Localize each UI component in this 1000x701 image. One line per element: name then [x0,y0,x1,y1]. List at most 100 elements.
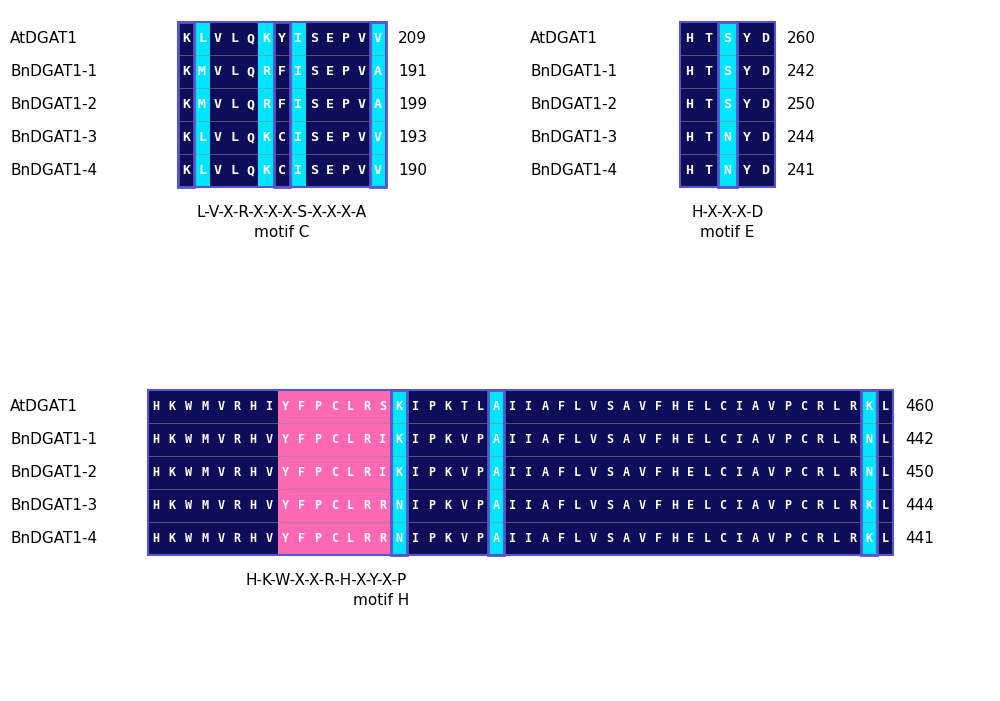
Bar [666,423,683,456]
Bar [375,522,391,555]
Text: R: R [262,98,270,111]
Text: L: L [347,400,354,413]
Text: F: F [278,98,286,111]
Text: V: V [590,433,597,446]
Bar [261,489,278,522]
Text: F: F [558,499,565,512]
Bar [194,154,210,187]
Text: H: H [686,164,694,177]
Bar [634,489,650,522]
Bar [845,489,861,522]
Text: C: C [720,532,727,545]
Text: Y: Y [742,164,750,177]
Text: BnDGAT1-4: BnDGAT1-4 [10,531,97,546]
Text: W: W [185,400,192,413]
Text: L: L [230,164,238,177]
Bar [764,489,780,522]
Bar [342,390,359,423]
Bar [569,456,585,489]
Text: C: C [720,400,727,413]
Bar [197,522,213,555]
Text: P: P [428,499,435,512]
Text: I: I [412,499,419,512]
Text: N: N [865,433,872,446]
Bar [812,522,828,555]
Bar [148,390,893,555]
Bar [294,423,310,456]
Bar [877,489,893,522]
Bar [245,390,261,423]
Text: R: R [234,499,241,512]
Text: P: P [342,164,350,177]
Bar [278,456,294,489]
Text: I: I [294,98,302,111]
Text: R: R [849,499,856,512]
Bar [504,456,521,489]
Bar [342,522,359,555]
Bar [456,522,472,555]
Text: I: I [379,433,386,446]
Text: BnDGAT1-4: BnDGAT1-4 [530,163,617,178]
Text: I: I [525,400,532,413]
Bar [585,489,602,522]
Bar [737,88,756,121]
Bar [178,88,194,121]
Text: F: F [298,400,305,413]
Bar [242,88,258,121]
Text: S: S [310,65,318,78]
Text: V: V [639,400,646,413]
Bar [164,390,180,423]
Text: V: V [217,400,224,413]
Text: C: C [801,499,808,512]
Bar [242,154,258,187]
Text: 441: 441 [905,531,934,546]
Bar [699,489,715,522]
Bar [472,390,488,423]
Bar [861,390,877,423]
Text: K: K [396,433,403,446]
Text: V: V [214,164,222,177]
Text: L: L [882,466,889,479]
Bar [756,88,775,121]
Bar [354,88,370,121]
Text: V: V [358,32,366,45]
Text: A: A [541,499,548,512]
Bar [278,390,294,423]
Text: I: I [294,65,302,78]
Bar [521,456,537,489]
Text: C: C [720,466,727,479]
Text: K: K [169,400,176,413]
Text: L: L [882,400,889,413]
Text: R: R [363,466,370,479]
Text: A: A [622,466,629,479]
Text: C: C [801,433,808,446]
Bar [650,456,666,489]
Text: 209: 209 [398,31,427,46]
Text: K: K [444,466,451,479]
Text: K: K [182,98,190,111]
Bar [242,121,258,154]
Bar [180,522,197,555]
Text: L: L [833,400,840,413]
Bar [210,88,226,121]
Text: L: L [347,499,354,512]
Text: V: V [639,466,646,479]
Bar [553,456,569,489]
Bar [261,423,278,456]
Text: P: P [784,466,791,479]
Bar [634,456,650,489]
Text: R: R [234,466,241,479]
Bar [780,522,796,555]
Text: A: A [752,466,759,479]
Bar [553,423,569,456]
Bar [718,55,737,88]
Bar [699,121,718,154]
Bar [338,88,354,121]
Text: S: S [724,65,732,78]
Bar [178,22,194,55]
Text: A: A [622,499,629,512]
Bar [537,456,553,489]
Text: P: P [477,466,484,479]
Bar [683,456,699,489]
Bar [488,390,504,555]
